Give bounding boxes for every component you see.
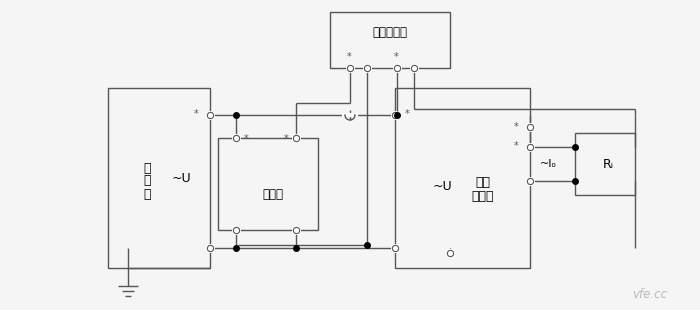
- Text: *: *: [393, 52, 398, 62]
- Text: *: *: [244, 134, 248, 144]
- Text: vfe.cc: vfe.cc: [632, 289, 668, 302]
- Bar: [108, 88, 210, 268]
- Text: ~U: ~U: [433, 179, 452, 193]
- Text: 分压器: 分压器: [262, 188, 284, 201]
- Text: *: *: [346, 52, 351, 62]
- Text: 号: 号: [143, 175, 150, 188]
- Text: ~U: ~U: [172, 171, 191, 184]
- Text: *: *: [405, 109, 409, 119]
- Text: 标准相位计: 标准相位计: [372, 25, 407, 38]
- Text: 电压: 电压: [475, 176, 490, 189]
- Bar: [395, 88, 530, 268]
- Text: *: *: [514, 122, 519, 132]
- Text: 信: 信: [143, 162, 150, 175]
- Text: *: *: [284, 134, 288, 144]
- Text: ~Iₒ: ~Iₒ: [540, 159, 557, 169]
- Bar: [330, 12, 450, 68]
- Bar: [575, 133, 635, 195]
- Text: Rᵢ: Rᵢ: [603, 157, 613, 170]
- Bar: [218, 138, 318, 230]
- Text: 源: 源: [143, 188, 150, 201]
- Text: *: *: [194, 109, 198, 119]
- Text: *: *: [514, 141, 519, 151]
- Text: 变送器: 变送器: [472, 189, 494, 202]
